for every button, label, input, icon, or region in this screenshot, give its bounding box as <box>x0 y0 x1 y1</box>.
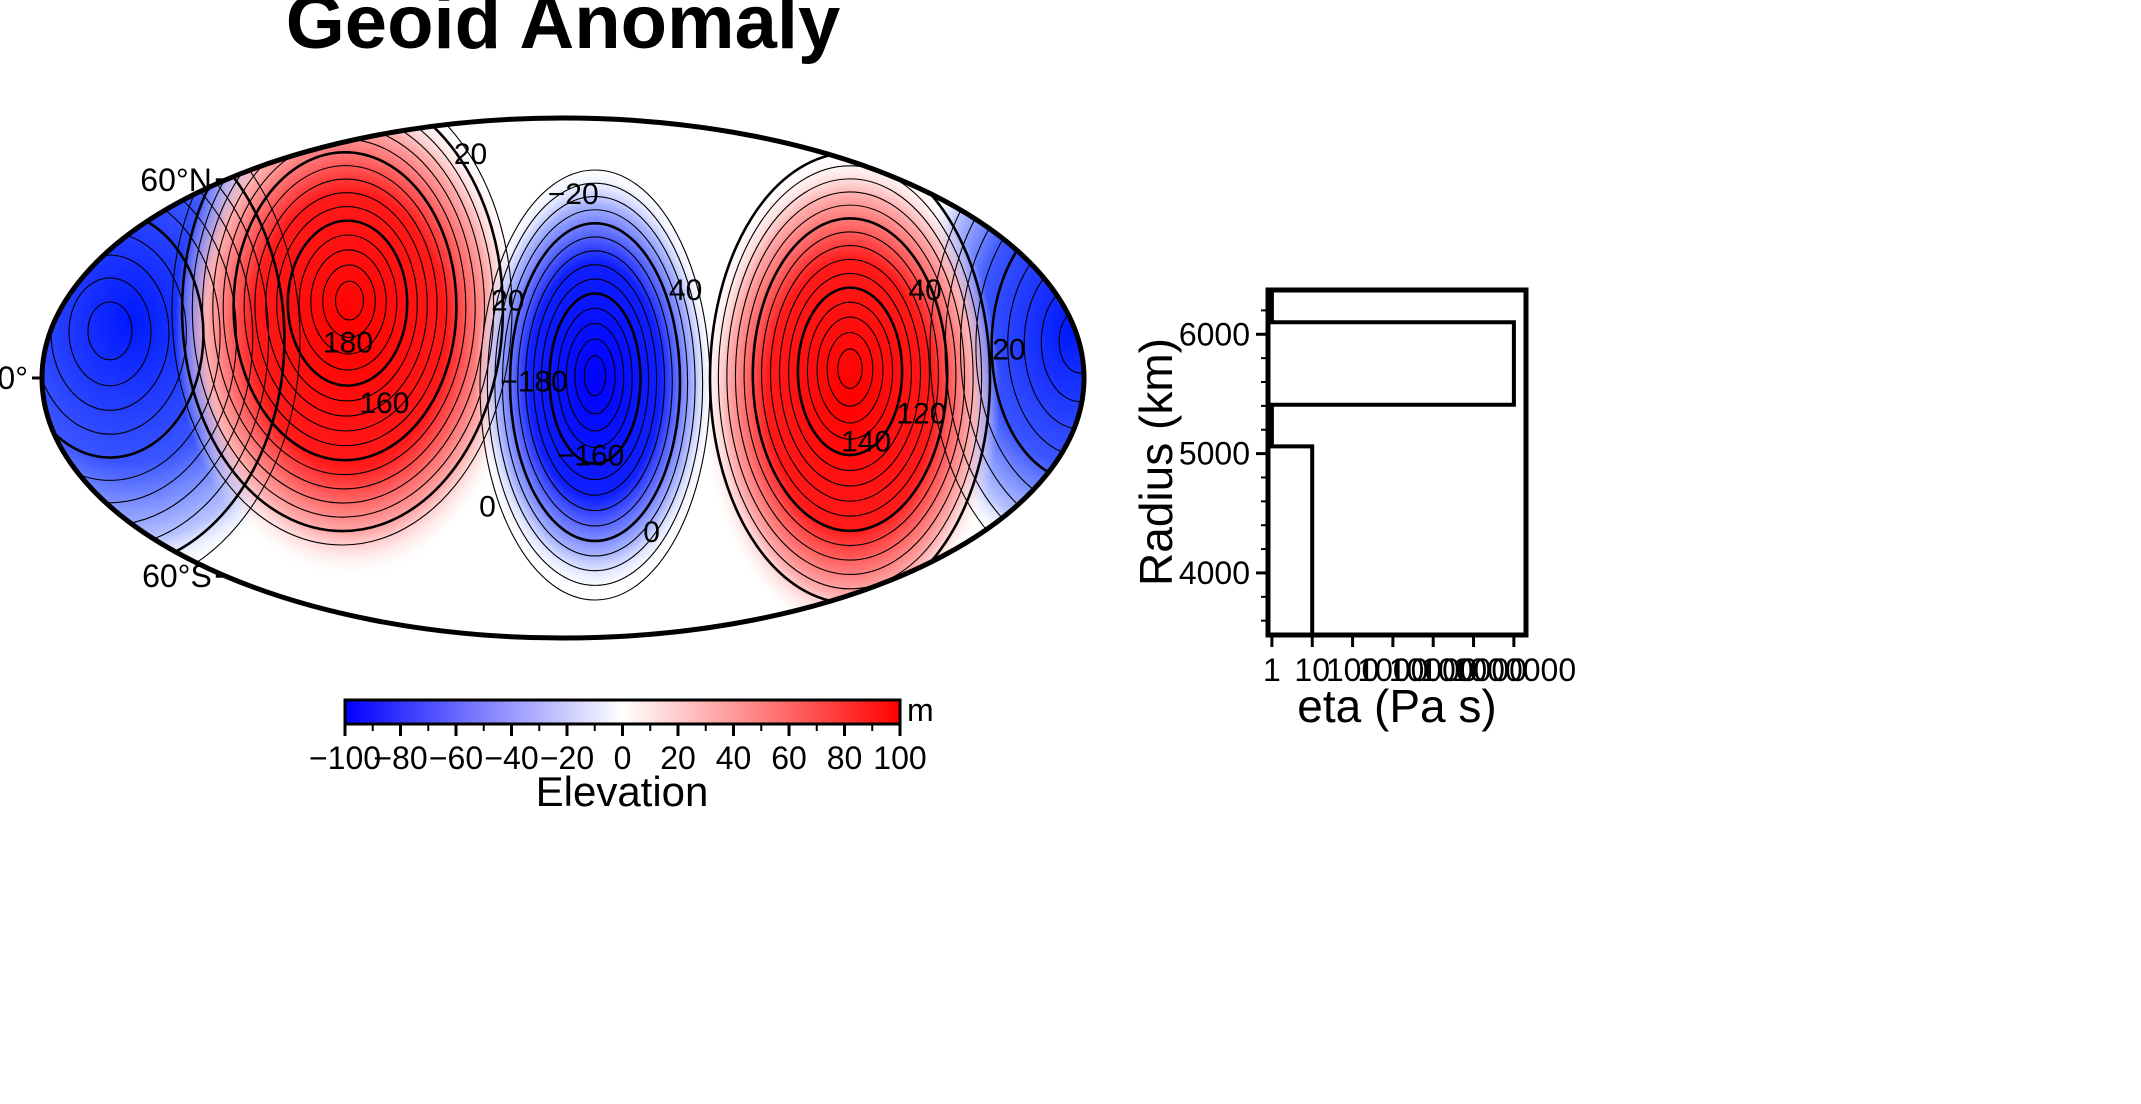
contour-label: −180 <box>500 366 568 399</box>
contour-line <box>310 249 387 355</box>
contour-line <box>574 338 616 415</box>
contour-line <box>286 219 409 387</box>
contour-line <box>68 277 152 387</box>
contour-line <box>171 118 513 546</box>
contour-line <box>243 165 448 447</box>
contour-line <box>743 204 957 547</box>
profile-x-tick-label: 1000 <box>1357 652 1428 688</box>
contour-line <box>508 222 682 543</box>
profile-x-tick-label: 1 <box>1263 652 1281 688</box>
contour-line <box>524 250 666 512</box>
profile-x-tick-label: 100000 <box>1420 652 1527 688</box>
contour-label: 20 <box>491 284 524 317</box>
contour-label: 0 <box>643 516 660 549</box>
contour-line <box>494 195 696 572</box>
contour-label: −160 <box>557 440 625 473</box>
contour-label: 40 <box>669 274 702 307</box>
contour-line <box>334 280 365 321</box>
colorbar <box>343 698 902 726</box>
profile-x-tick-label: 100 <box>1326 652 1379 688</box>
profile-frame <box>1265 287 1529 638</box>
colorbar-label: Elevation <box>536 768 709 815</box>
contour-label: 120 <box>896 398 946 431</box>
colorbar-tick-label: 20 <box>660 740 696 776</box>
colorbar-tick-label: 60 <box>771 740 807 776</box>
contour-label: −20 <box>548 178 599 211</box>
map-title: Geoid Anomaly <box>286 0 841 65</box>
colorbar-tick-label: 40 <box>716 740 752 776</box>
contour-line <box>717 165 983 590</box>
contour-line <box>565 322 625 432</box>
geoid-map <box>42 118 1084 638</box>
profile-x-tick-label: 1000000 <box>1452 652 1577 688</box>
contour-line <box>837 348 863 389</box>
latitude-labels: 60°N 0° 60°S <box>0 162 226 594</box>
contour-line <box>540 278 650 481</box>
viscosity-series-line <box>1269 290 1516 635</box>
contour-label: 0 <box>479 490 496 523</box>
contour-line <box>191 118 495 518</box>
contour-line <box>726 178 974 576</box>
contour-line <box>806 301 894 440</box>
contour-line <box>788 272 912 472</box>
contour-line <box>826 332 874 407</box>
contour-line <box>796 286 904 457</box>
contour-line <box>583 355 607 397</box>
contour-line <box>816 316 884 424</box>
colorbar-unit: m <box>907 692 934 728</box>
colorbar-tick-label: −20 <box>540 740 594 776</box>
colorbar-tick-label: 100 <box>873 740 926 776</box>
contour-label: 20 <box>454 138 487 171</box>
colorbar-tick-label: −100 <box>309 740 381 776</box>
contour-line <box>276 206 418 402</box>
contour-line <box>761 231 939 517</box>
profile-x-tick-label: 10000 <box>1389 652 1478 688</box>
contour-line <box>501 209 689 557</box>
contour-label: 20 <box>992 334 1025 367</box>
contour-label: 40 <box>909 274 942 307</box>
colorbar-tick-label: −80 <box>373 740 427 776</box>
contour-line <box>548 292 642 465</box>
contour-line <box>87 301 133 361</box>
latitude-label: 60°S <box>142 558 212 594</box>
profile-y-tick-label: 6000 <box>1179 316 1250 352</box>
contour-line <box>265 192 428 417</box>
profile-y-tick-label: 4000 <box>1179 555 1250 591</box>
contour-labels: 20 −20 20 40 180 160 −180 −160 0 0 140 40 20 120 <box>323 138 1026 549</box>
colorbar-tick-label: 0 <box>614 740 632 776</box>
contour-line <box>298 234 398 371</box>
contour-label: 180 <box>323 326 373 359</box>
colorbar-tick-label: −40 <box>484 740 538 776</box>
contour-line <box>254 178 438 432</box>
contour-line <box>778 258 922 487</box>
anomaly-low-center <box>475 165 715 595</box>
contour-line <box>532 264 658 496</box>
contour-line <box>751 217 949 533</box>
latitude-label: 60°N <box>140 162 212 198</box>
contour-label: 160 <box>359 387 409 420</box>
contour-line <box>517 236 673 527</box>
profile-x-axis-label: eta (Pa s) <box>1297 680 1496 732</box>
contour-line <box>769 244 931 502</box>
colorbar-tick-label: 80 <box>827 740 863 776</box>
contour-line <box>734 191 966 561</box>
contour-line <box>322 264 376 338</box>
latitude-label: 0° <box>0 360 28 396</box>
colorbar-ticks: −100−80 −60 −40 −20 0 20 40 60 80 100 <box>309 724 927 776</box>
contour-line <box>557 307 633 449</box>
profile-x-tick-label: 10 <box>1294 652 1330 688</box>
contour-label: 140 <box>841 426 891 459</box>
contour-line <box>486 182 704 586</box>
colorbar-tick-label: −60 <box>429 740 483 776</box>
profile-y-tick-label: 5000 <box>1179 436 1250 472</box>
contour-line <box>232 151 458 462</box>
profile-y-axis-label: Radius (km) <box>1130 338 1182 586</box>
